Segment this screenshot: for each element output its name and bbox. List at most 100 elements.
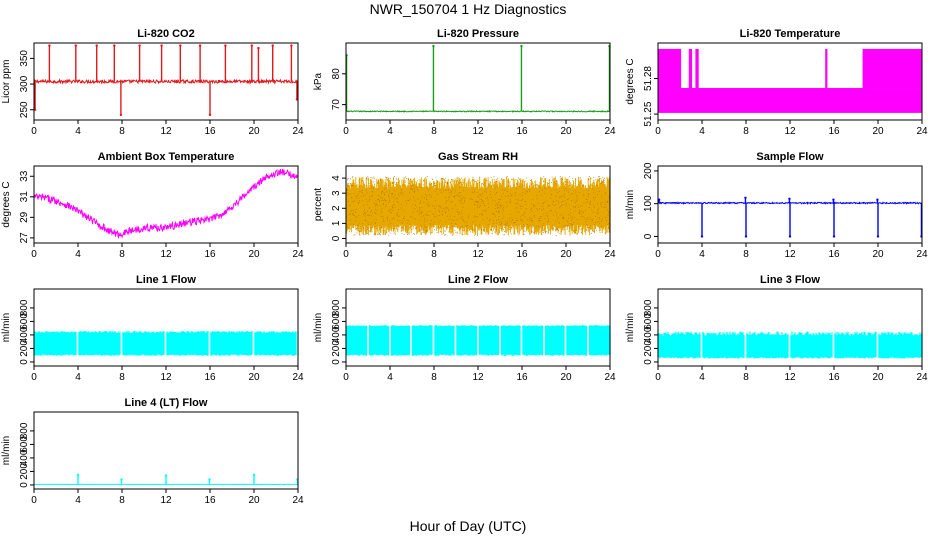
flow-gap — [120, 328, 123, 360]
panel-title: Gas Stream RH — [438, 151, 518, 163]
y-tick-label: 51.28 — [643, 66, 654, 91]
x-tick-label: 16 — [204, 372, 216, 383]
x-tick-label: 24 — [604, 126, 616, 137]
y-tick-label: 51.25 — [643, 101, 654, 126]
flow-gap — [389, 323, 391, 360]
panel-4: Ambient Box Temperature degrees C 0 4 8 12 16 2… — [1, 151, 304, 260]
x-tick-label: 20 — [872, 372, 884, 383]
spike-point — [95, 44, 98, 47]
x-tick-label: 16 — [516, 249, 528, 260]
y-tick-label: 200 — [643, 162, 654, 179]
x-tick-label: 8 — [743, 372, 749, 383]
x-tick-label: 8 — [119, 372, 125, 383]
x-tick-label: 4 — [699, 372, 705, 383]
flow-gap — [876, 329, 879, 362]
flow-gap — [832, 329, 835, 362]
spike-point — [138, 44, 141, 47]
spike-point — [832, 198, 835, 201]
x-tick-label: 20 — [872, 126, 884, 137]
x-tick-label: 24 — [292, 126, 304, 137]
flow-gap — [208, 328, 211, 360]
y-axis-label: Licor ppm — [1, 60, 12, 104]
spike-point — [113, 44, 116, 47]
panel-3: Li-820 Temperature degrees C 0 4 8 12 16 20 24 51… — [625, 28, 928, 137]
spike-point — [252, 473, 256, 477]
flow-gap — [296, 328, 299, 360]
x-tick-label: 8 — [743, 126, 749, 137]
panel-8: Line 2 Flow ml/min 0 4 8 12 16 20 24 0 20040060080… — [313, 274, 616, 383]
x-tick-label: 8 — [119, 249, 125, 260]
x-tick-label: 12 — [160, 126, 172, 137]
flow-gap — [410, 323, 412, 360]
flow-gap — [76, 328, 79, 360]
panel-title: Line 3 Flow — [760, 274, 820, 286]
spike-point — [74, 44, 78, 47]
spike-point — [208, 113, 212, 117]
panel-10: Line 4 (LT) Flow ml/min 0 4 8 12 16 20 24 0 200400… — [1, 397, 304, 506]
y-tick-label: 600 — [19, 313, 30, 330]
y-tick-label: 31 — [19, 191, 30, 203]
y-axis-label: percent — [313, 188, 324, 222]
panel-9: Line 3 Flow ml/min 0 4 8 12 16 20 24 0 20040060080… — [625, 274, 928, 383]
x-tick-label: 0 — [343, 249, 349, 260]
x-tick-label: 0 — [31, 372, 37, 383]
flow-gap — [477, 323, 479, 360]
x-tick-label: 8 — [431, 126, 437, 137]
flow-gap — [432, 323, 435, 360]
flow-gap — [520, 323, 523, 360]
x-tick-label: 4 — [75, 126, 81, 137]
y-tick-label: 33 — [19, 170, 30, 182]
x-tick-label: 20 — [248, 249, 260, 260]
spike-point — [179, 44, 182, 47]
spike-point — [76, 473, 80, 477]
series-marks — [33, 168, 299, 240]
y-axis-label: kPa — [313, 72, 324, 90]
y-tick-label: 27 — [19, 232, 30, 244]
temp-band-high — [695, 48, 699, 89]
plot-frame — [345, 42, 611, 121]
spike-point — [119, 113, 123, 117]
spike-point — [788, 197, 791, 200]
x-tick-label: 12 — [784, 126, 796, 137]
panel-title: Line 2 Flow — [448, 274, 508, 286]
series-marks — [345, 176, 611, 236]
x-tick-label: 4 — [699, 126, 705, 137]
panel-1: Li-820 CO2 Licor ppm 0 4 8 12 16 20 24 250 300 350 — [1, 28, 304, 137]
x-tick-label: 20 — [560, 249, 572, 260]
x-tick-label: 8 — [743, 249, 749, 260]
x-tick-label: 4 — [387, 372, 393, 383]
panel-7: Line 1 Flow ml/min 0 4 8 12 16 20 24 0 20040060080… — [1, 274, 304, 383]
y-tick-label: 600 — [19, 436, 30, 453]
y-axis-label: ml/min — [625, 313, 636, 342]
temp-band-main — [658, 88, 922, 113]
x-tick-label: 24 — [916, 372, 928, 383]
rh-trace — [345, 176, 611, 236]
y-tick-label: 200 — [643, 340, 654, 357]
x-tick-label: 0 — [343, 126, 349, 137]
spike-point — [832, 235, 836, 238]
figure-title: NWR_150704 1 Hz Diagnostics — [370, 1, 567, 17]
x-tick-label: 8 — [431, 249, 437, 260]
x-tick-label: 12 — [160, 495, 172, 506]
x-tick-label: 0 — [31, 249, 37, 260]
x-tick-label: 12 — [472, 126, 484, 137]
x-tick-label: 16 — [828, 126, 840, 137]
y-tick-label: 70 — [331, 99, 342, 111]
x-tick-label: 8 — [119, 126, 125, 137]
x-tick-label: 20 — [872, 249, 884, 260]
flow-gap — [543, 323, 545, 360]
series-marks — [657, 196, 923, 238]
y-axis-label: ml/min — [625, 190, 636, 219]
y-tick-label: 3 — [331, 190, 342, 196]
flow-gap — [788, 329, 791, 362]
panel-title: Li-820 CO2 — [137, 28, 194, 40]
y-tick-label: 200 — [19, 340, 30, 357]
panel-2: Li-820 Pressure kPa 0 4 8 12 16 20 24 70 80 — [313, 28, 616, 137]
spike-point — [160, 44, 163, 47]
x-tick-label: 20 — [248, 495, 260, 506]
x-tick-label: 0 — [31, 495, 37, 506]
series-marks — [33, 473, 299, 486]
series-marks — [657, 329, 923, 362]
y-tick-label: 0 — [331, 359, 342, 365]
